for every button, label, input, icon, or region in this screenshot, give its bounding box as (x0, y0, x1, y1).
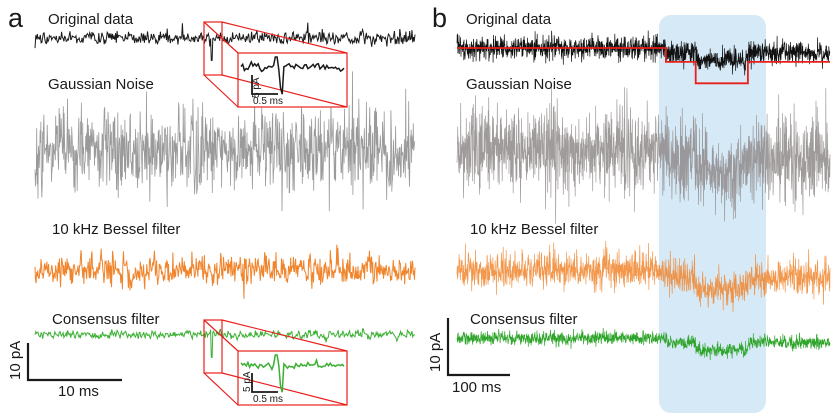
panel-label-a: a (8, 3, 24, 33)
inset-0-connector (203, 74, 239, 108)
trace-b-gaussian (456, 84, 831, 224)
inset-0-scale-bar (251, 75, 278, 95)
trace-a-gaussian (34, 71, 416, 212)
inset-1-connector (221, 319, 348, 352)
scale-bar-b-y-label: 10 pA (427, 333, 444, 372)
trace-a-consensus (34, 328, 416, 358)
trace-b-original (456, 30, 831, 77)
trace-label-b-gaussian: Gaussian Noise (466, 76, 572, 93)
trace-label-b-consensus: Consensus filter (470, 311, 578, 328)
scale-bar-a (26, 343, 122, 382)
inset-1-trace (240, 354, 345, 393)
inset-0-connector (221, 21, 348, 54)
inset-bottom-scale-x-label: 0.5 ms (253, 394, 283, 405)
scale-bar-a-x-label: 10 ms (58, 383, 99, 400)
trace-label-a-bessel: 10 kHz Bessel filter (52, 221, 180, 238)
trace-label-b-bessel: 10 kHz Bessel filter (470, 221, 598, 238)
inset-1-connector (203, 372, 239, 406)
trace-label-a-original: Original data (48, 11, 134, 28)
inset-0-source-box (203, 21, 223, 76)
trace-label-a-consensus: Consensus filter (52, 311, 160, 328)
inset-0-connector (203, 21, 239, 54)
idealized-level-line (457, 47, 830, 85)
inset-1-connector (203, 319, 239, 352)
inset-top-scale-x-label: 0.5 ms (253, 96, 283, 107)
inset-top-scale-y-label: 5 pA (251, 77, 262, 98)
trace-b-bessel (456, 240, 831, 312)
trace-label-b-original: Original data (466, 11, 552, 28)
traces-layer (34, 22, 831, 361)
inset-0-zoom-box (237, 52, 348, 108)
highlight-region (659, 15, 766, 413)
inset-0-connector (221, 74, 348, 108)
scale-bar-b-x-label: 100 ms (452, 379, 501, 396)
inset-0-trace (240, 56, 345, 95)
insets-layer (203, 21, 348, 406)
trace-label-a-gaussian: Gaussian Noise (48, 76, 154, 93)
inset-bottom-scale-y-label: 5 pA (242, 371, 253, 392)
panel-label-b: b (432, 3, 447, 33)
scale-bar-b (446, 318, 510, 377)
inset-1-connector (221, 372, 348, 406)
inset-1-scale-bar (251, 373, 278, 393)
trace-b-consensus (456, 327, 831, 361)
trace-a-bessel (34, 244, 416, 299)
inset-1-source-box (203, 319, 223, 374)
inset-1-zoom-box (237, 350, 348, 406)
scale-bar-a-y-label: 10 pA (7, 341, 24, 380)
